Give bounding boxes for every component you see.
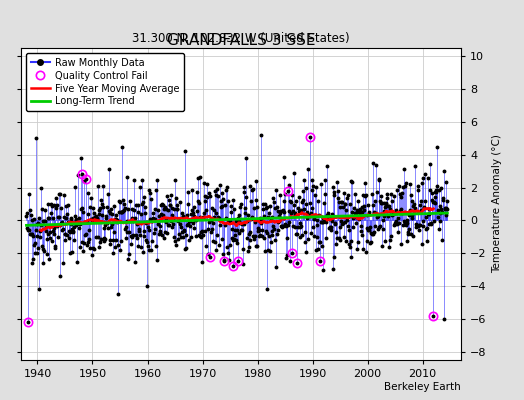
Legend: Raw Monthly Data, Quality Control Fail, Five Year Moving Average, Long-Term Tren: Raw Monthly Data, Quality Control Fail, … xyxy=(26,53,184,111)
Y-axis label: Temperature Anomaly (°C): Temperature Anomaly (°C) xyxy=(492,134,502,274)
Text: 31.300 N, 102.832 W (United States): 31.300 N, 102.832 W (United States) xyxy=(132,32,350,45)
Title: GRANDFALLS 3 SSE: GRANDFALLS 3 SSE xyxy=(167,33,315,48)
Text: Berkeley Earth: Berkeley Earth xyxy=(385,382,461,392)
